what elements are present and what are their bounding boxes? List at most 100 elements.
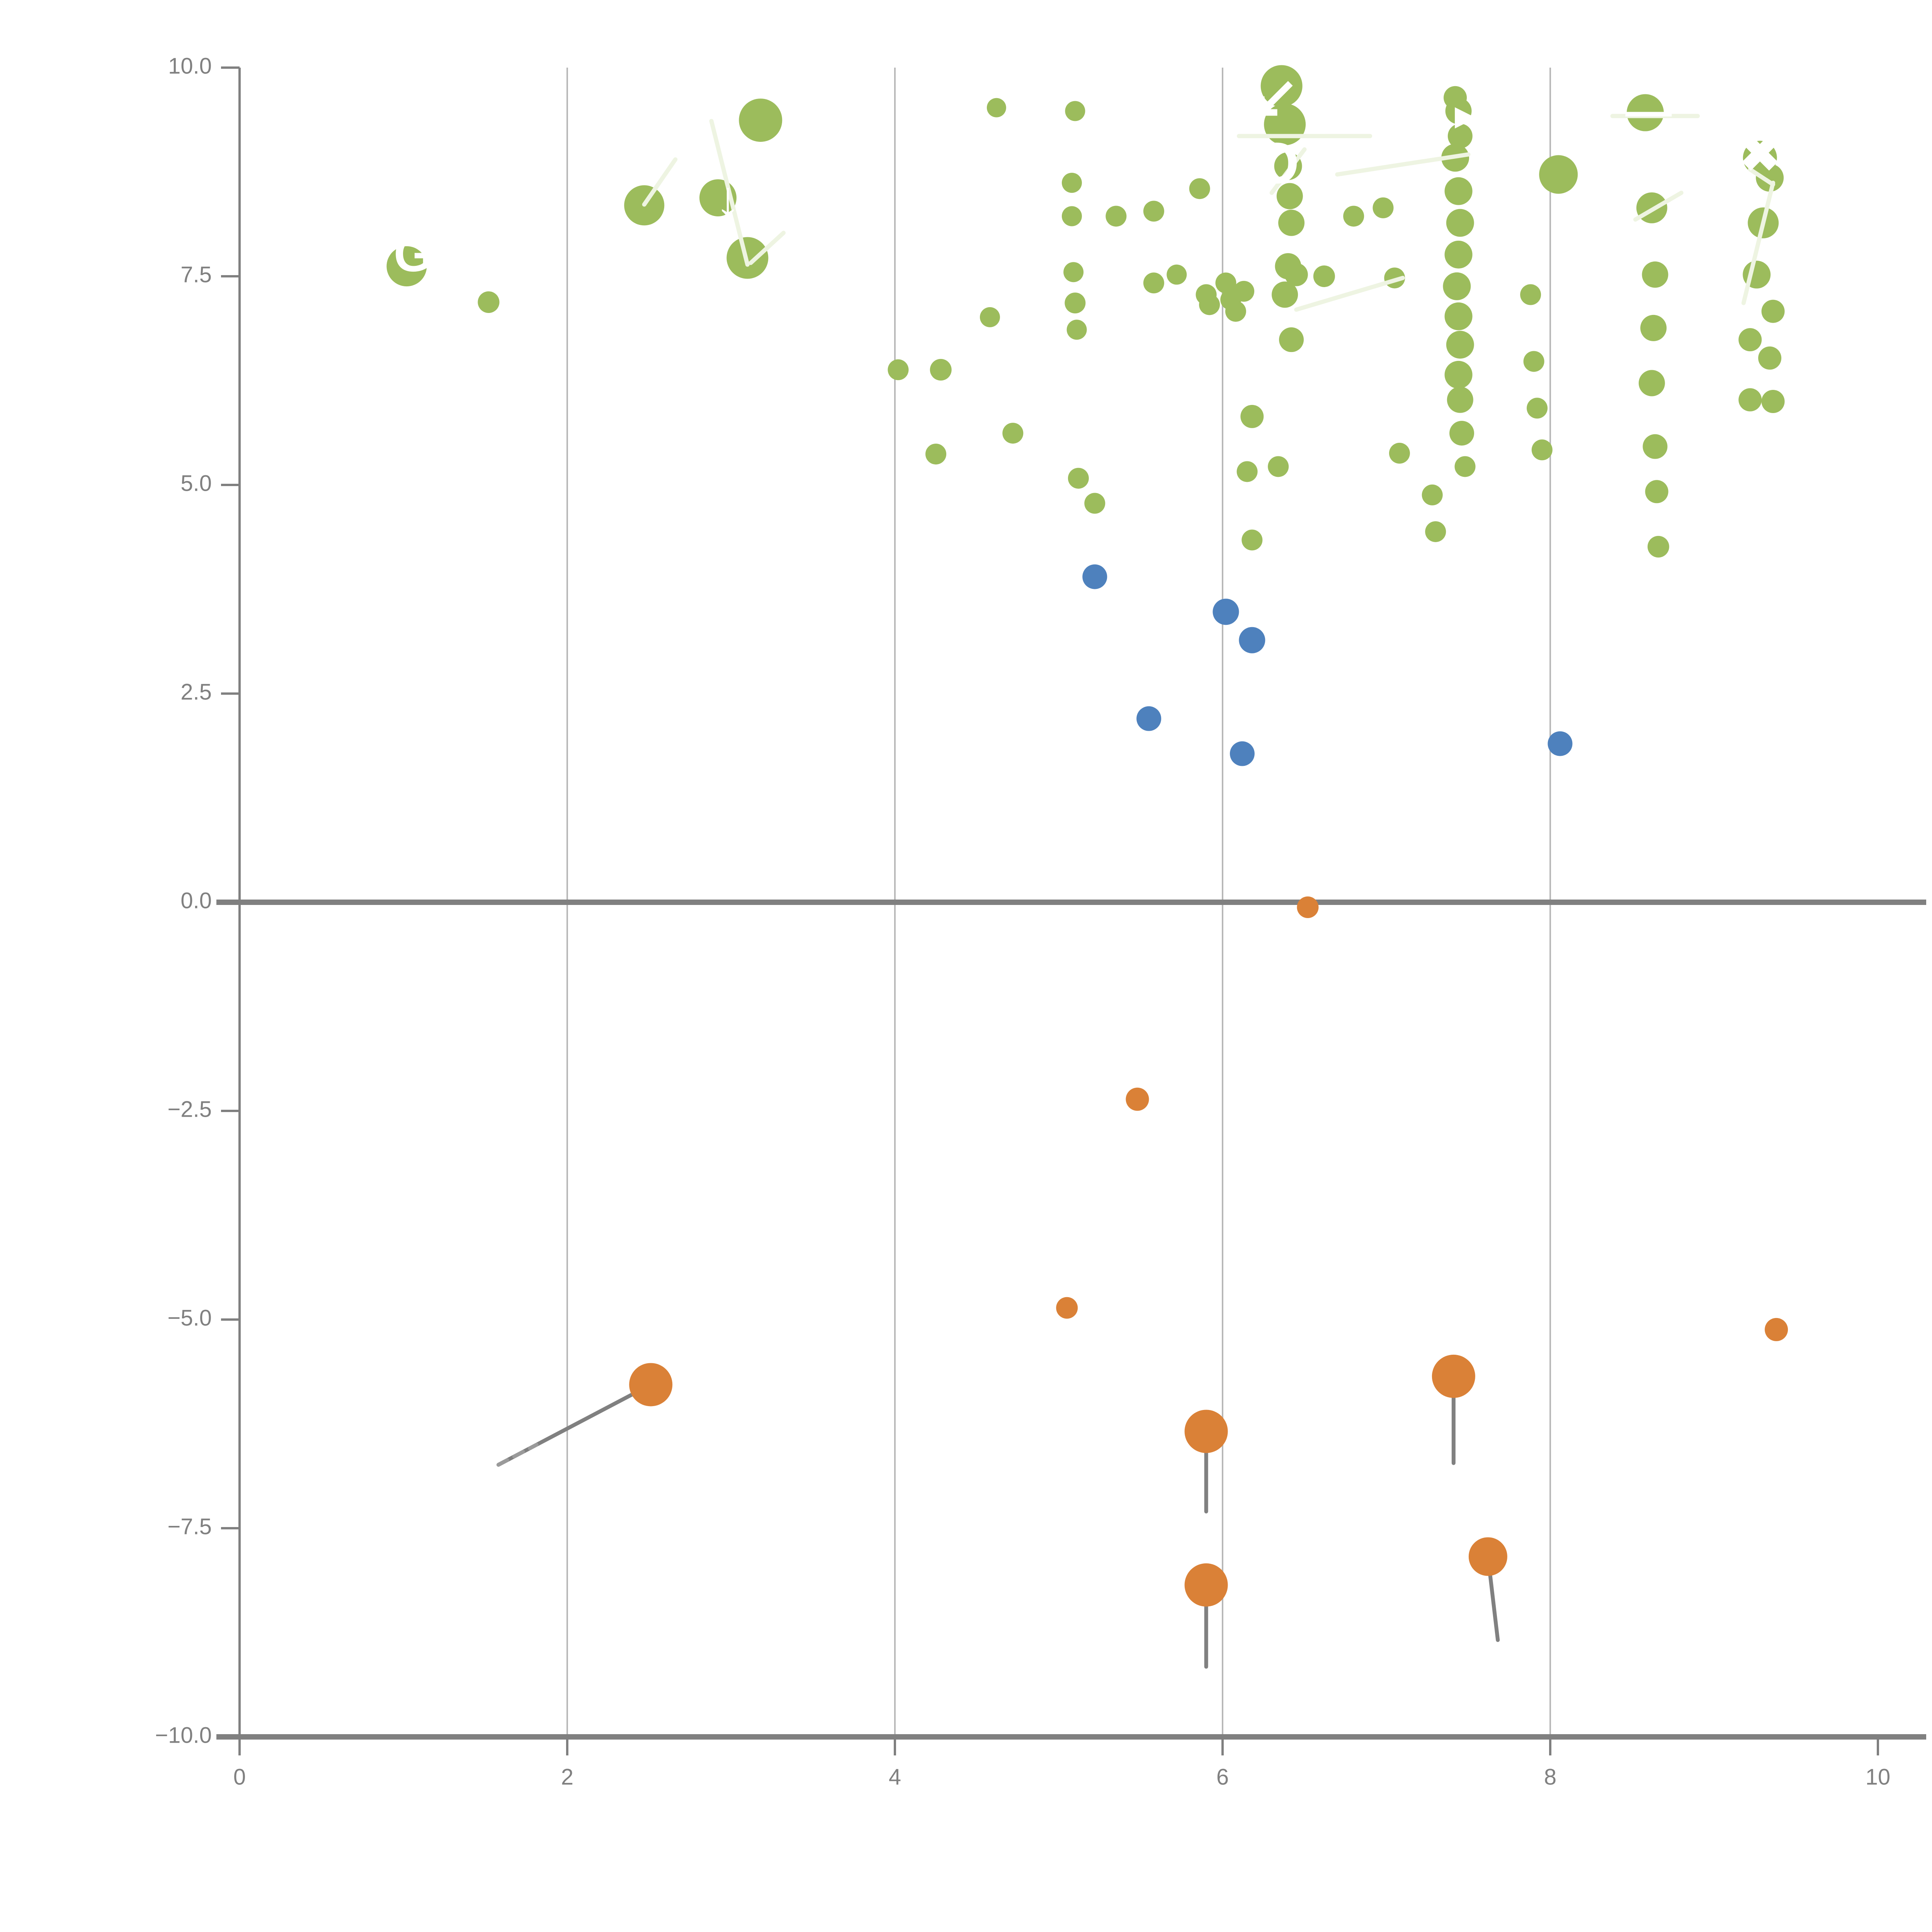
y-axis-tick-label: 0.0 [180, 888, 212, 913]
data-point-green [1065, 293, 1086, 314]
data-point-green [1236, 461, 1258, 482]
data-point-green [1425, 521, 1446, 542]
axes-layer [216, 68, 1926, 1752]
data-point-orange [629, 1363, 673, 1406]
annotation-leader-line [642, 157, 678, 207]
data-point-green [1449, 421, 1475, 446]
data-point-green [1539, 155, 1578, 194]
data-point-blue [1548, 731, 1573, 756]
data-point-orange [1468, 1537, 1507, 1576]
data-point-green [1066, 320, 1087, 340]
x-axis-tick-label: 6 [1216, 1765, 1229, 1790]
data-point-green [930, 359, 952, 381]
data-point-green [1189, 178, 1210, 199]
data-point-green [1444, 240, 1473, 269]
annotation-leaders-layer [642, 114, 1776, 312]
annotation-labels-layer: G ↓ ↓ ↙O — ▸ ✖ [394, 68, 1781, 282]
y-axis-tick-label: −5.0 [168, 1305, 212, 1330]
data-point-green [1531, 439, 1553, 461]
y-axis-tick-labels: 10.0 7.5 5.0 2.5 0.0 −2.5 −5.0 −7.5 −10.0 [155, 53, 212, 1748]
data-point-green [1422, 484, 1443, 505]
data-point-green [1444, 177, 1473, 205]
annotation-label: ✖ [1739, 126, 1781, 182]
data-point-green [1284, 263, 1308, 286]
data-point-green [1143, 272, 1164, 294]
y-axis-tick-label: −7.5 [168, 1514, 212, 1539]
annotation-leader-line [748, 231, 786, 265]
data-point-green [1645, 480, 1668, 503]
x-axis-tick-label: 8 [1544, 1765, 1556, 1790]
data-point-green [1313, 265, 1335, 287]
annotation-label: ↓ [715, 170, 740, 227]
annotation-label: — [1625, 85, 1672, 137]
data-point-green [1647, 536, 1669, 558]
data-point-green [1242, 529, 1263, 551]
data-point-green [1061, 173, 1082, 193]
data-point-green [1643, 434, 1668, 459]
data-point-green [1638, 370, 1665, 396]
data-point-green [1240, 405, 1264, 428]
annotation-label: ↓ [720, 85, 749, 150]
data-point-green [1278, 209, 1305, 236]
y-axis-tick-label: −10.0 [155, 1723, 212, 1748]
annotation-label: O [1254, 131, 1299, 196]
data-point-blue [1213, 599, 1239, 625]
data-points-layer [386, 65, 1788, 1607]
annotation-leader-line [1294, 276, 1405, 312]
data-point-blue [1136, 706, 1162, 731]
data-point-green [1143, 201, 1164, 222]
y-axis-tick-label: −2.5 [168, 1097, 212, 1122]
data-point-green [1444, 361, 1473, 389]
data-point-green [925, 444, 946, 465]
y-axis-tick-label: 7.5 [180, 262, 212, 287]
y-axis-tick-label: 2.5 [180, 679, 212, 704]
data-point-green [1454, 456, 1476, 477]
data-point-green [1640, 315, 1667, 341]
data-point-green [1105, 206, 1127, 227]
data-point-green [1199, 294, 1220, 315]
data-point-green [1446, 331, 1474, 359]
annotation-text-group: G ↓ ↓ ↙O — ▸ ✖ [394, 68, 1781, 282]
data-point-green [980, 307, 1000, 327]
annotation-leader-line [1633, 190, 1684, 222]
data-point-green [1065, 101, 1085, 121]
data-point-green [1447, 124, 1473, 149]
data-point-green [1444, 302, 1473, 330]
annotation-label: ▸ [1454, 93, 1476, 136]
data-point-green [1758, 346, 1782, 370]
data-point-green [1445, 98, 1472, 124]
data-point-orange [1126, 1087, 1149, 1111]
y-axis-tick-label: 10.0 [168, 53, 212, 78]
connector-lines-layer [496, 1374, 1500, 1669]
annotation-leader-line [1335, 152, 1471, 177]
data-point-orange [1765, 1318, 1788, 1341]
data-point-green [1084, 493, 1105, 514]
data-point-green [1372, 197, 1394, 218]
data-point-green [1061, 206, 1082, 226]
x-axis-tick-label: 2 [561, 1765, 573, 1790]
x-axis-tick-labels: 0 2 4 6 8 10 [233, 1765, 1890, 1790]
data-point-green [1225, 301, 1246, 322]
data-point-green [1738, 328, 1762, 352]
data-point-green [1738, 388, 1762, 412]
x-axis-tick-label: 10 [1866, 1765, 1891, 1790]
data-point-green [1446, 209, 1474, 237]
y-axis-tick-label: 5.0 [180, 471, 212, 496]
annotation-leader-line [1741, 180, 1776, 305]
data-point-green [1276, 183, 1303, 209]
data-point-green [1260, 65, 1303, 107]
data-point-green [1272, 281, 1298, 308]
data-point-green [986, 98, 1006, 117]
data-point-green [1279, 327, 1304, 352]
data-point-orange [1297, 896, 1319, 918]
data-point-green [1523, 351, 1544, 372]
tick-marks-layer [221, 66, 1879, 1755]
data-point-green [1215, 272, 1236, 294]
data-point-green [1343, 206, 1364, 227]
annotation-label: G [394, 226, 433, 282]
data-point-green [1520, 284, 1541, 305]
data-point-green [1068, 468, 1089, 489]
data-point-green [478, 291, 500, 313]
data-point-orange [1184, 1410, 1228, 1453]
